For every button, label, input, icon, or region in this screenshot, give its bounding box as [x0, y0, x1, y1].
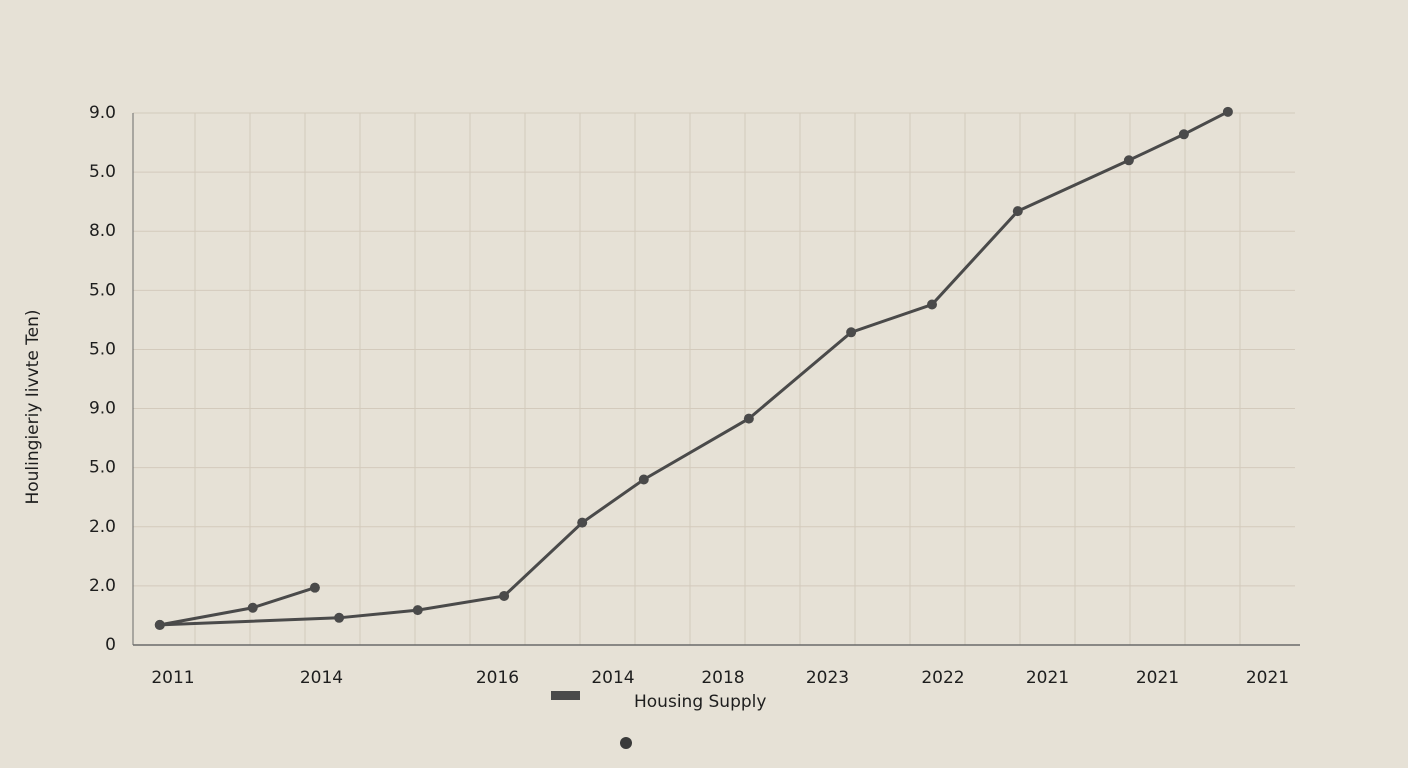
point — [1222, 106, 1233, 117]
y-tick-label: 8.0 — [89, 221, 116, 241]
y-tick-label: 2.0 — [89, 517, 116, 537]
x-tick-label: 2016 — [476, 668, 519, 688]
point — [247, 602, 258, 613]
point — [927, 299, 937, 310]
x-tick-label: 2021 — [1026, 668, 1069, 688]
x-tick-label: 2021 — [1246, 668, 1289, 688]
point — [309, 582, 320, 593]
point — [638, 474, 649, 485]
point — [499, 590, 510, 601]
y-tick-label: 9.0 — [89, 399, 116, 419]
x-tick-label: 2021 — [1136, 668, 1179, 688]
point — [846, 327, 857, 338]
x-tick-label: 2023 — [806, 668, 849, 688]
point — [412, 605, 423, 616]
point — [1178, 129, 1189, 140]
x-tick-label: 2011 — [151, 668, 194, 688]
x-tick-label: 2014 — [591, 668, 634, 688]
point — [1123, 155, 1134, 166]
y-tick-label: 5.0 — [89, 280, 116, 300]
y-tick-label: 5.0 — [89, 339, 116, 359]
y-tick-label: 5.0 — [89, 458, 116, 478]
point — [334, 612, 345, 623]
y-tick-label: 9.0 — [89, 103, 116, 123]
point — [1012, 206, 1023, 217]
point — [743, 413, 754, 424]
legend-dot — [620, 737, 632, 749]
x-tick-label: 2018 — [701, 668, 744, 688]
point — [154, 619, 165, 630]
point — [577, 517, 588, 528]
x-tick-label: 2014 — [300, 668, 343, 688]
y-tick-label: 0 — [105, 635, 116, 655]
y-tick-label: 2.0 — [89, 576, 116, 596]
x-tick-label: 2022 — [921, 668, 964, 688]
y-tick-label: 5.0 — [89, 162, 116, 182]
legend-label: Housing Supply — [634, 692, 766, 712]
y-axis-title: Houlingieriy Iivvte Ten) — [23, 309, 43, 504]
legend-swatch — [551, 691, 580, 700]
